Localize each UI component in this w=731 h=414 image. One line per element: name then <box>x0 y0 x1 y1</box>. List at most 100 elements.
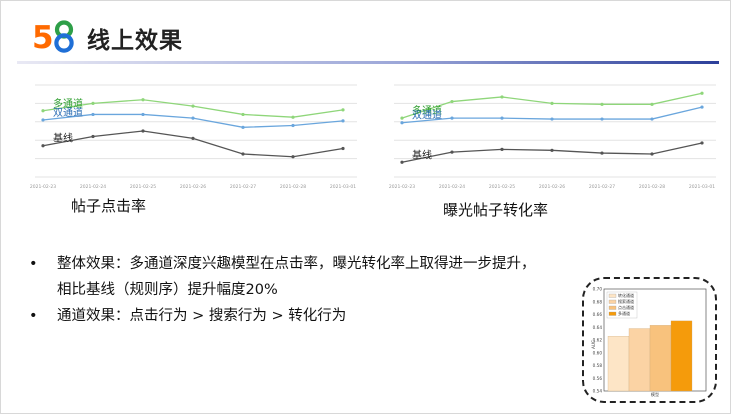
x-tick-label: 2021-02-24 <box>439 184 465 190</box>
y-tick-label: 0.54 <box>593 389 603 394</box>
data-point <box>291 115 295 119</box>
bullet-item: • 通道效果：点击行为 > 搜索行为 > 转化行为 <box>29 303 589 329</box>
legend-swatch <box>608 311 617 316</box>
auc-bar-inset: 0.70 0.68 0.66 0.64 0.62 0.60 0.58 0.56 0.54 AUC 模… <box>582 277 717 403</box>
data-point <box>91 101 95 105</box>
data-point <box>41 118 45 122</box>
bar <box>607 336 630 392</box>
x-tick-label: 2021-03-01 <box>689 184 715 190</box>
data-point <box>291 155 295 159</box>
x-tick-label: 2021-02-27 <box>230 184 256 190</box>
bullet-continuation: 相比基线（规则序）提升幅度20% <box>57 282 278 298</box>
data-point <box>700 91 704 95</box>
bullet-text: 整体效果：多通道深度兴趣模型在点击率，曝光转化率上取得进一步提升， <box>57 256 536 272</box>
y-axis-label: AUC <box>591 340 596 349</box>
data-point <box>141 98 145 102</box>
y-tick-label: 0.66 <box>593 312 603 317</box>
legend-label: 多通道 <box>618 310 630 316</box>
conversion-chart-caption: 曝光帖子转化率 <box>443 201 549 219</box>
bullet-list: • 整体效果：多通道深度兴趣模型在点击率，曝光转化率上取得进一步提升， 相比基线… <box>29 251 589 329</box>
58-logo: 5 <box>32 20 74 53</box>
bullet-item: • 整体效果：多通道深度兴趣模型在点击率，曝光转化率上取得进一步提升， <box>29 251 589 277</box>
data-point <box>400 121 404 125</box>
data-point <box>700 141 704 145</box>
series-line <box>401 92 703 119</box>
data-point <box>341 146 345 151</box>
data-point <box>341 119 345 123</box>
bullet-dot: • <box>29 308 38 324</box>
x-tick-label: 2021-02-25 <box>489 184 515 190</box>
x-tick-label: 2021-02-28 <box>280 184 306 190</box>
auc-bar-chart: 0.70 0.68 0.66 0.64 0.62 0.60 0.58 0.56 0.54 AUC 模… <box>591 287 707 397</box>
ctr-chart-caption: 帖子点击率 <box>71 197 147 215</box>
series-label: 多通道 <box>412 104 442 117</box>
conversion-line-chart: 2021-02-23 2021-02-24 2021-02-25 2021-02-26… <box>389 84 716 190</box>
data-point <box>500 95 504 99</box>
series-label: 基线 <box>53 132 73 145</box>
data-point <box>550 148 554 152</box>
data-point <box>700 105 704 109</box>
y-tick-label: 0.70 <box>593 287 603 292</box>
data-point <box>400 116 404 120</box>
data-point <box>600 102 604 106</box>
data-point <box>450 116 454 120</box>
data-point <box>450 150 454 154</box>
data-point <box>291 123 295 128</box>
data-point <box>91 112 95 117</box>
data-point <box>500 147 504 151</box>
x-tick-label: 2021-02-23 <box>30 184 56 190</box>
y-tick-label: 0.64 <box>593 325 603 330</box>
data-point <box>141 129 145 133</box>
y-tick-label: 0.56 <box>593 376 603 381</box>
data-point <box>341 108 345 112</box>
data-point <box>191 116 195 120</box>
header-divider <box>17 61 719 64</box>
data-point <box>241 112 245 117</box>
data-point <box>41 144 45 148</box>
data-point <box>550 117 554 121</box>
svg-text:5: 5 <box>32 20 54 53</box>
y-tick-label: 0.58 <box>593 363 603 368</box>
data-point <box>600 151 604 155</box>
data-point <box>550 101 554 105</box>
y-tick-label: 0.68 <box>593 299 603 304</box>
data-point <box>600 117 604 121</box>
series-line <box>401 142 703 163</box>
x-tick-label: 2021-02-28 <box>639 184 665 190</box>
bar <box>628 328 651 392</box>
data-point <box>141 112 145 117</box>
data-point <box>241 152 245 156</box>
data-point <box>650 102 654 106</box>
x-tick-label: 2021-02-26 <box>539 184 565 190</box>
data-point <box>41 109 45 113</box>
series-label: 基线 <box>412 148 432 161</box>
legend-label: 转化通道 <box>618 292 634 298</box>
series-line <box>42 130 344 158</box>
data-point <box>650 152 654 156</box>
data-point <box>191 104 195 108</box>
data-point <box>500 116 504 120</box>
x-tick-label: 2021-02-24 <box>80 184 106 190</box>
legend-swatch <box>608 299 617 304</box>
data-point <box>650 117 654 121</box>
data-point <box>191 136 195 140</box>
legend-label: 搜索通道 <box>618 298 634 304</box>
x-tick-label: 2021-02-27 <box>589 184 615 190</box>
x-tick-label: 2021-02-23 <box>389 184 415 190</box>
x-tick-label: 2021-02-26 <box>180 184 206 190</box>
data-point <box>450 99 454 104</box>
x-tick-label: 2021-03-01 <box>330 184 356 190</box>
data-point <box>91 134 95 139</box>
page-title: 线上效果 <box>87 28 183 54</box>
legend-label: 点击通道 <box>618 304 634 310</box>
series-label: 多通道 <box>53 97 83 110</box>
bar <box>670 320 693 392</box>
legend-swatch <box>608 305 617 310</box>
series-label: 双通道 <box>53 106 83 119</box>
bar <box>649 325 672 392</box>
data-point <box>400 160 404 164</box>
y-tick-label: 0.62 <box>593 338 603 343</box>
bullet-dot: • <box>29 256 38 272</box>
legend-swatch <box>608 293 617 298</box>
